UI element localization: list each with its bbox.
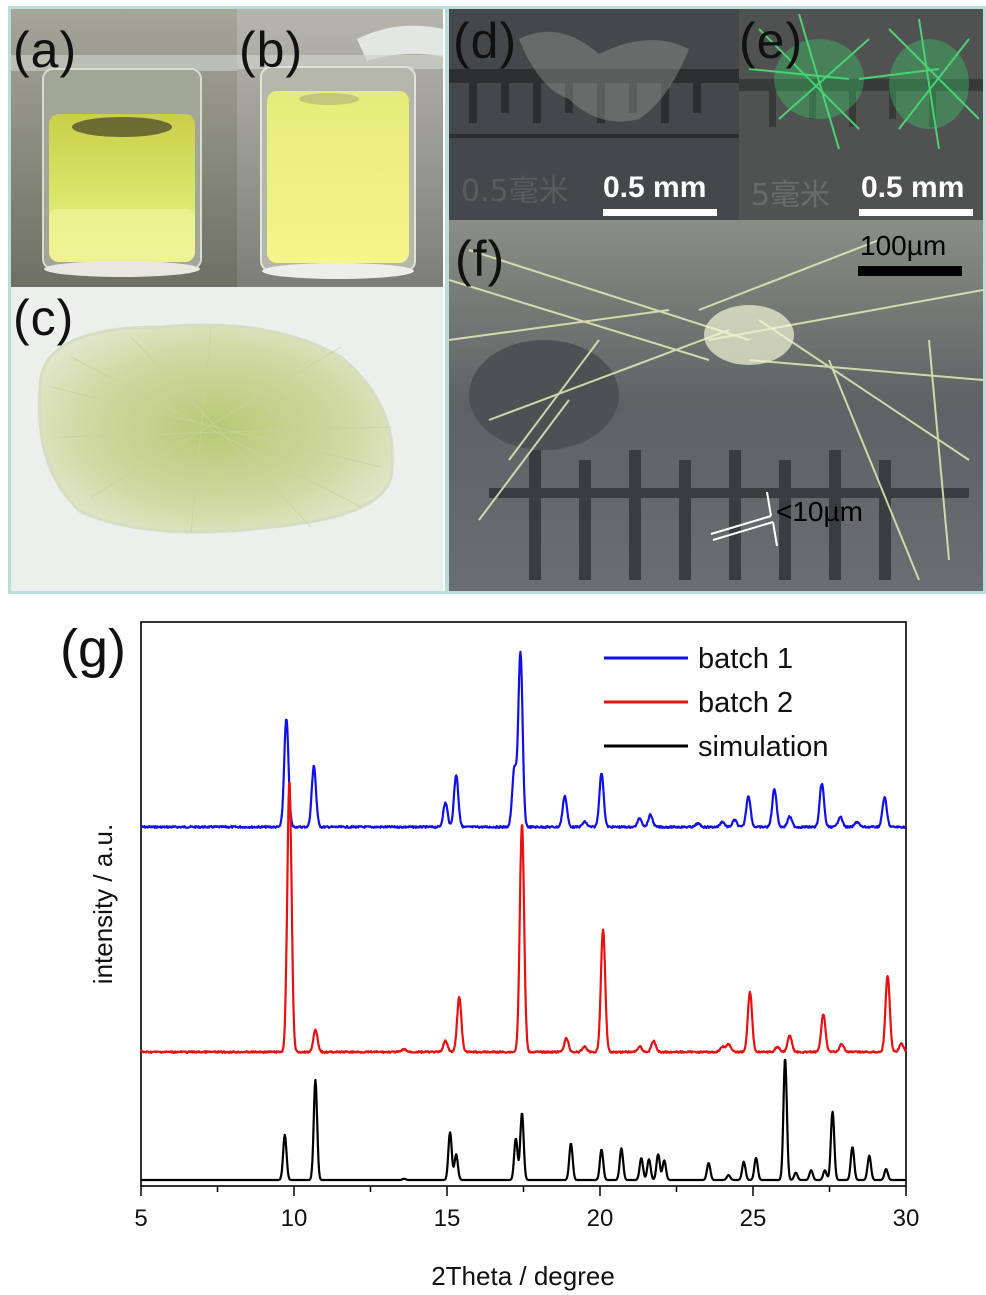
photo-panel-c: (c) [11,287,443,591]
panel-label-g: (g) [60,619,126,679]
series-line-batch-1 [140,650,907,829]
x-tick-label: 15 [434,1205,461,1232]
x-tick-label: 5 [134,1205,147,1232]
x-tick-label: 20 [587,1205,614,1232]
vial-a-illustration [11,9,237,287]
fiber-mat-illustration [11,287,443,591]
legend-label: simulation [698,731,829,763]
vial-b-illustration [237,9,443,287]
panel-label-d: (d) [453,13,518,69]
xrd-chart: (g) 5 10 15 20 25 30 batch 1 batch 2 simulation… [60,619,920,1291]
photo-panel-b: (b) [237,9,443,287]
legend-label: batch 2 [698,687,793,719]
x-tick-label: 10 [281,1205,308,1232]
y-axis-label: intensity / a.u. [88,824,118,984]
x-axis-label: 2Theta / degree [431,1261,615,1291]
fiber-width-annotation: <10µm [776,496,863,527]
ruler-imprint-d: 0.5毫米 [461,174,569,209]
panel-label-e: (e) [739,13,804,69]
panel-label-c: (c) [13,290,75,346]
right-photo-frame [446,6,986,594]
panel-label-b: (b) [239,22,304,78]
scale-bar-e [859,209,973,216]
panel-label-f: (f) [455,231,506,287]
scale-bar-label-d: 0.5 mm [603,171,707,204]
fluorescent-fibers-e: 5毫米 [739,9,983,220]
series-line-simulation [140,1058,907,1182]
x-tick-label: 25 [740,1205,767,1232]
photo-panel-f: (f) 100µm <10µm [449,220,983,591]
scale-bar-label-e: 0.5 mm [861,171,965,204]
scale-bar-label-f: 100µm [860,230,947,261]
scale-bar-f [858,266,962,276]
scale-bar-d [603,209,717,216]
photo-panel-d: 0.5毫米 (d) 0.5 mm [449,9,739,220]
series-line-batch-2 [140,781,907,1054]
photo-panel-a: (a) [11,9,237,287]
fiber-closeup-f [449,220,983,591]
ruler-imprint-e: 5毫米 [751,178,830,213]
legend-label: batch 1 [698,643,793,675]
x-tick-label: 30 [893,1205,920,1232]
panel-label-a: (a) [13,22,78,78]
photo-panel-e: 5毫米 (e) 0.5 mm [739,9,983,220]
microscope-ruler-d: 0.5毫米 [449,9,739,220]
